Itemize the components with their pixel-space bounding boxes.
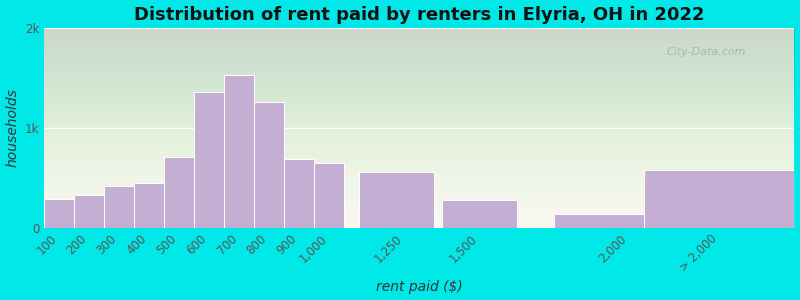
Title: Distribution of rent paid by renters in Elyria, OH in 2022: Distribution of rent paid by renters in …: [134, 6, 705, 24]
Bar: [314, 163, 344, 228]
Bar: [284, 159, 314, 228]
Bar: [164, 157, 194, 228]
Bar: [74, 195, 104, 228]
Bar: [44, 199, 74, 228]
Bar: [194, 92, 224, 228]
Bar: [104, 186, 134, 228]
Bar: [359, 172, 434, 228]
Y-axis label: households: households: [6, 88, 19, 167]
Bar: [442, 200, 517, 228]
Text: City-Data.com: City-Data.com: [667, 47, 746, 57]
Bar: [554, 214, 705, 228]
X-axis label: rent paid ($): rent paid ($): [376, 280, 462, 294]
Bar: [134, 183, 164, 228]
Bar: [224, 75, 254, 228]
Bar: [254, 102, 284, 228]
Bar: [645, 170, 794, 228]
